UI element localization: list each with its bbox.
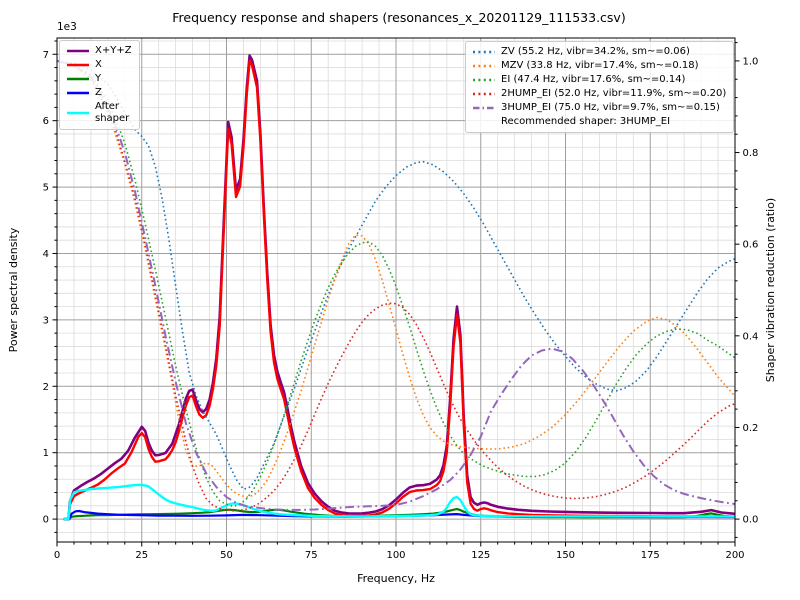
legend-label-mzv: MZV (33.8 Hz, vibr=17.4%, sm~=0.18) (501, 60, 699, 71)
legend-label-x: X (95, 59, 102, 70)
legend-item-x: X (67, 59, 132, 71)
legend-label-2hump_ei: 2HUMP_EI (52.0 Hz, vibr=11.9%, sm~=0.20) (501, 88, 727, 99)
x-tick-label: 175 (641, 550, 660, 561)
legend-footer: Recommended shaper: 3HUMP_EI (473, 116, 726, 128)
legend-label-y: Y (95, 73, 102, 84)
legend-item-mzv: MZV (33.8 Hz, vibr=17.4%, sm~=0.18) (473, 60, 726, 72)
x-tick-label: 100 (386, 550, 405, 561)
legend-footer-label: Recommended shaper: 3HUMP_EI (501, 116, 671, 127)
legend-item-ei: EI (47.4 Hz, vibr=17.6%, sm~=0.14) (473, 74, 726, 86)
y-right-tick-label: 0.4 (743, 331, 759, 342)
y-axis-offset-label: 1e3 (57, 21, 77, 33)
chart-title: Frequency response and shapers (resonanc… (172, 10, 625, 25)
y-left-tick-label: 3 (43, 315, 49, 326)
legend-swatch-2hump_ei (473, 92, 495, 96)
series-xyz-line (63, 54, 735, 521)
legend-swatch-after (67, 111, 89, 115)
legend-item-y: Y (67, 73, 132, 85)
legend-swatch-zv (473, 50, 495, 54)
legend-label-3hump_ei: 3HUMP_EI (75.0 Hz, vibr=9.7%, sm~=0.15) (501, 102, 720, 113)
y-left-tick-label: 4 (43, 249, 49, 260)
x-tick-label: 200 (725, 550, 744, 561)
y-axis-right-label: Shaper vibration reduction (ratio) (764, 198, 777, 382)
legend-item-3hump_ei: 3HUMP_EI (75.0 Hz, vibr=9.7%, sm~=0.15) (473, 102, 726, 114)
y-right-tick-label: 0.2 (743, 423, 759, 434)
series-ei-line (57, 60, 735, 508)
legend-label-z: Z (95, 87, 102, 98)
series-group (57, 54, 735, 521)
y-left-tick-label: 1 (43, 448, 49, 459)
x-tick-label: 75 (305, 550, 318, 561)
legend-item-z: Z (67, 87, 132, 99)
legend-swatch-ei (473, 78, 495, 82)
x-tick-label: 125 (471, 550, 490, 561)
series-zv-line (57, 60, 735, 491)
legend-label-zv: ZV (55.2 Hz, vibr=34.2%, sm~=0.06) (501, 46, 690, 57)
y-left-tick-label: 6 (43, 116, 49, 127)
y-right-tick-label: 0.8 (743, 148, 759, 159)
legend-footer-spacer (473, 122, 495, 123)
legend-shapers: ZV (55.2 Hz, vibr=34.2%, sm~=0.06) MZV (3… (465, 41, 735, 133)
legend-swatch-x (67, 63, 89, 67)
x-tick-label: 0 (54, 550, 60, 561)
x-tick-label: 150 (556, 550, 575, 561)
legend-swatch-xyz (67, 49, 89, 53)
legend-item-zv: ZV (55.2 Hz, vibr=34.2%, sm~=0.06) (473, 46, 726, 58)
legend-swatch-mzv (473, 64, 495, 68)
x-tick-label: 50 (220, 550, 233, 561)
legend-label-ei: EI (47.4 Hz, vibr=17.6%, sm~=0.14) (501, 74, 686, 85)
legend-psd: X+Y+Z X Y Z After shaper (59, 40, 140, 130)
legend-item-xyz: X+Y+Z (67, 45, 132, 57)
y-axis-left-label: Power spectral density (7, 227, 20, 352)
series-2hump_ei-line (57, 60, 735, 512)
series-mzv-line (57, 60, 735, 498)
legend-swatch-y (67, 77, 89, 81)
series-3hump_ei-line (57, 59, 735, 511)
legend-swatch-z (67, 91, 89, 95)
series-x-line (63, 59, 735, 521)
y-left-tick-label: 2 (43, 382, 49, 393)
tick-marks (52, 40, 740, 547)
y-left-tick-label: 7 (43, 50, 49, 61)
legend-label-xyz: X+Y+Z (95, 45, 132, 56)
y-left-tick-label: 5 (43, 183, 49, 194)
y-right-tick-label: 0.6 (743, 240, 759, 251)
legend-item-2hump_ei: 2HUMP_EI (52.0 Hz, vibr=11.9%, sm~=0.20) (473, 88, 726, 100)
y-right-tick-label: 1.0 (743, 56, 759, 67)
tick-labels: 0 25 50 75 100 125 150 175 200 0 1 2 3 4 5 6 7 0.0 0.2 0.4 0… (43, 50, 759, 561)
x-tick-label: 25 (135, 550, 148, 561)
grid-minor (57, 38, 735, 542)
legend-item-after: After shaper (67, 101, 132, 125)
y-right-tick-label: 0.0 (743, 515, 759, 526)
legend-label-after: After shaper (95, 101, 130, 124)
y-left-tick-label: 0 (43, 515, 49, 526)
x-axis-label: Frequency, Hz (357, 572, 435, 585)
legend-swatch-3hump_ei (473, 106, 495, 110)
